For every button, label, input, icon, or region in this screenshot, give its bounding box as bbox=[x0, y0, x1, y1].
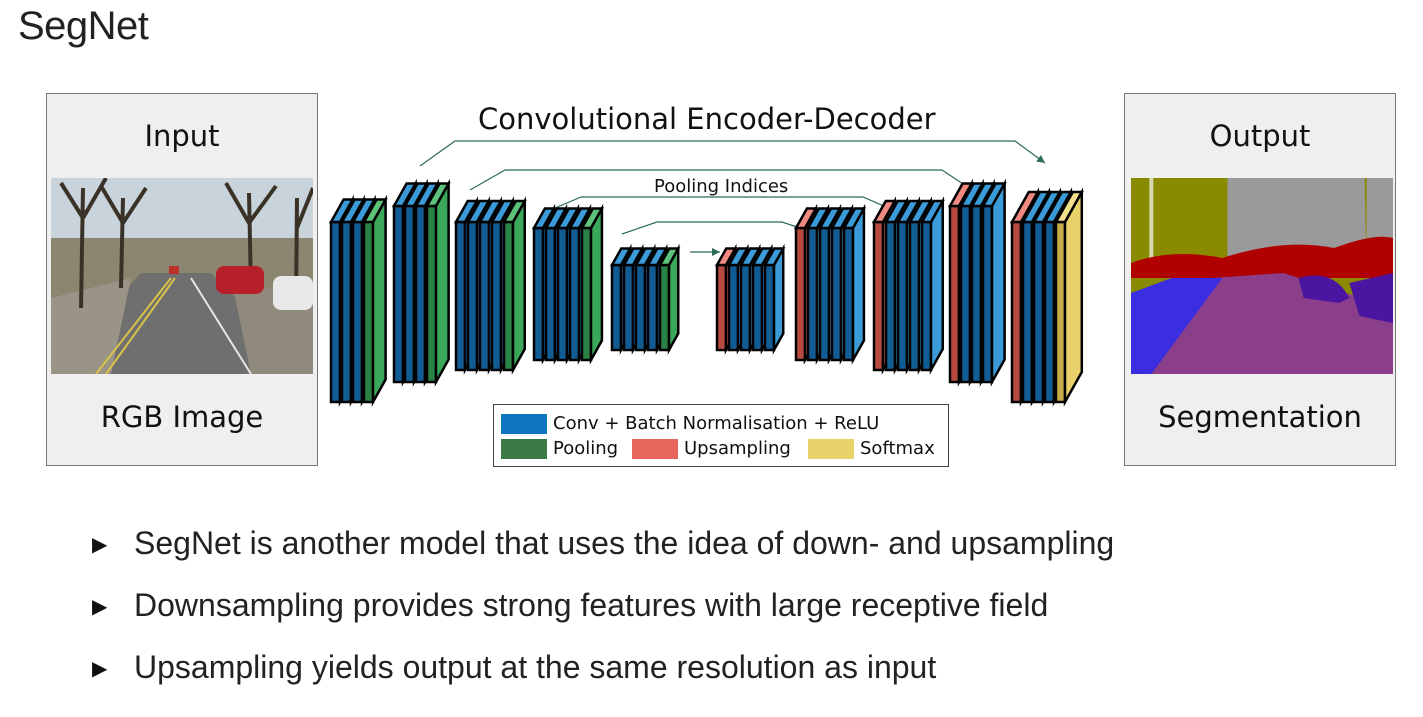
legend-conv-label: Conv + Batch Normalisation + ReLU bbox=[553, 413, 880, 434]
encoder-stage-5 bbox=[609, 243, 681, 355]
encoder-stage-2 bbox=[391, 178, 451, 387]
upsampling-swatch bbox=[632, 438, 678, 459]
input-panel: Input RGB Image bbox=[46, 93, 318, 466]
triangle-bullet-icon: ▶ bbox=[92, 655, 108, 680]
legend-conv: Conv + Batch Normalisation + ReLU bbox=[501, 413, 879, 434]
decoder-stage-4 bbox=[947, 178, 1007, 387]
pooling-indices-arrow bbox=[419, 140, 1046, 167]
encoder-stage-1 bbox=[328, 194, 388, 407]
arrowhead-icon bbox=[1036, 155, 1045, 163]
decoder-stage-3 bbox=[871, 196, 945, 375]
arrowhead-icon bbox=[712, 248, 720, 256]
triangle-bullet-icon: ▶ bbox=[92, 531, 108, 556]
decoder-stage-2 bbox=[793, 203, 867, 365]
conv-layer bbox=[980, 178, 1007, 387]
input-label: Input bbox=[144, 119, 220, 153]
pooling-swatch bbox=[501, 438, 547, 459]
legend-pooling-label: Pooling bbox=[553, 438, 619, 459]
bullet-item: ▶ Downsampling provides strong features … bbox=[92, 587, 1048, 624]
conv-layer bbox=[919, 196, 945, 375]
bullet-text: Upsampling yields output at the same res… bbox=[134, 649, 937, 685]
triangle-bullet-icon: ▶ bbox=[92, 593, 108, 618]
rgb-street-image bbox=[51, 178, 313, 374]
legend-pooling: Pooling bbox=[501, 438, 618, 459]
bullet-item: ▶ Upsampling yields output at the same r… bbox=[92, 649, 936, 686]
pooling-layer bbox=[657, 243, 681, 355]
output-panel: Output Segmentation bbox=[1124, 93, 1396, 466]
legend: Conv + Batch Normalisation + ReLU Poolin… bbox=[493, 404, 949, 467]
decoder-stage-1 bbox=[714, 243, 786, 355]
encoder-stage-4 bbox=[531, 203, 605, 365]
legend-upsampling-label: Upsampling bbox=[684, 438, 791, 459]
pooling-indices-connectors bbox=[419, 140, 1046, 256]
conv-layer bbox=[762, 243, 786, 355]
pooling-layer bbox=[361, 194, 388, 407]
rgb-image-label: RGB Image bbox=[100, 400, 264, 434]
pooling-indices-arrow bbox=[545, 196, 894, 213]
decoder-stage-5 bbox=[1009, 187, 1084, 407]
conv-layer bbox=[841, 203, 867, 365]
pooling-indices-label: Pooling Indices bbox=[654, 176, 789, 197]
bullet-item: ▶ SegNet is another model that uses the … bbox=[92, 525, 1114, 562]
layer-blocks bbox=[328, 178, 1084, 407]
legend-softmax: Softmax bbox=[808, 438, 935, 459]
pooling-layer bbox=[424, 178, 451, 387]
legend-softmax-label: Softmax bbox=[860, 438, 935, 459]
pooling-indices-arrow bbox=[621, 221, 813, 235]
softmax-layer bbox=[1053, 187, 1084, 407]
pooling-layer bbox=[501, 196, 527, 375]
pooling-indices-arrow bbox=[469, 169, 973, 191]
diagram-title: Convolutional Encoder-Decoder bbox=[478, 102, 936, 136]
slide-title: SegNet bbox=[18, 4, 149, 48]
encoder-stage-3 bbox=[453, 196, 527, 375]
segmentation-image bbox=[1131, 178, 1393, 374]
legend-upsampling: Upsampling bbox=[632, 438, 791, 459]
conv-swatch bbox=[501, 413, 547, 434]
softmax-swatch bbox=[808, 438, 854, 459]
output-label: Output bbox=[1209, 119, 1311, 153]
bullet-text: Downsampling provides strong features wi… bbox=[134, 587, 1049, 623]
segmentation-label: Segmentation bbox=[1158, 400, 1362, 434]
bullet-text: SegNet is another model that uses the id… bbox=[134, 525, 1115, 561]
pooling-layer bbox=[579, 203, 605, 365]
